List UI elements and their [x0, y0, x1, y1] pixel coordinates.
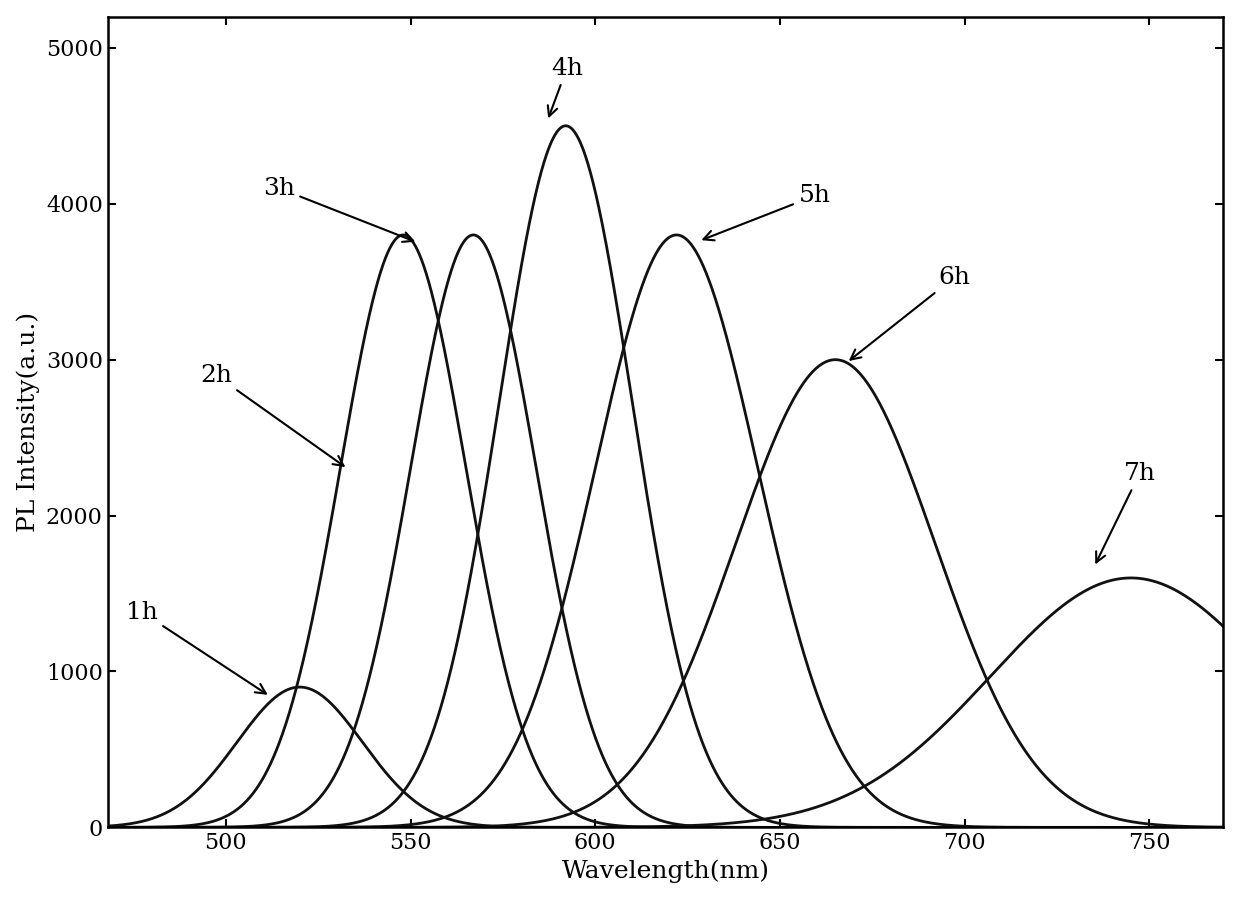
Text: 4h: 4h [548, 57, 583, 116]
Text: 2h: 2h [200, 364, 343, 466]
Y-axis label: PL Intensity(a.u.): PL Intensity(a.u.) [16, 312, 40, 532]
Text: 3h: 3h [263, 176, 413, 242]
Text: 6h: 6h [851, 266, 971, 360]
Text: 7h: 7h [1096, 462, 1156, 562]
Text: 5h: 5h [703, 184, 831, 240]
X-axis label: Wavelength(nm): Wavelength(nm) [562, 860, 770, 883]
Text: 1h: 1h [126, 600, 265, 694]
